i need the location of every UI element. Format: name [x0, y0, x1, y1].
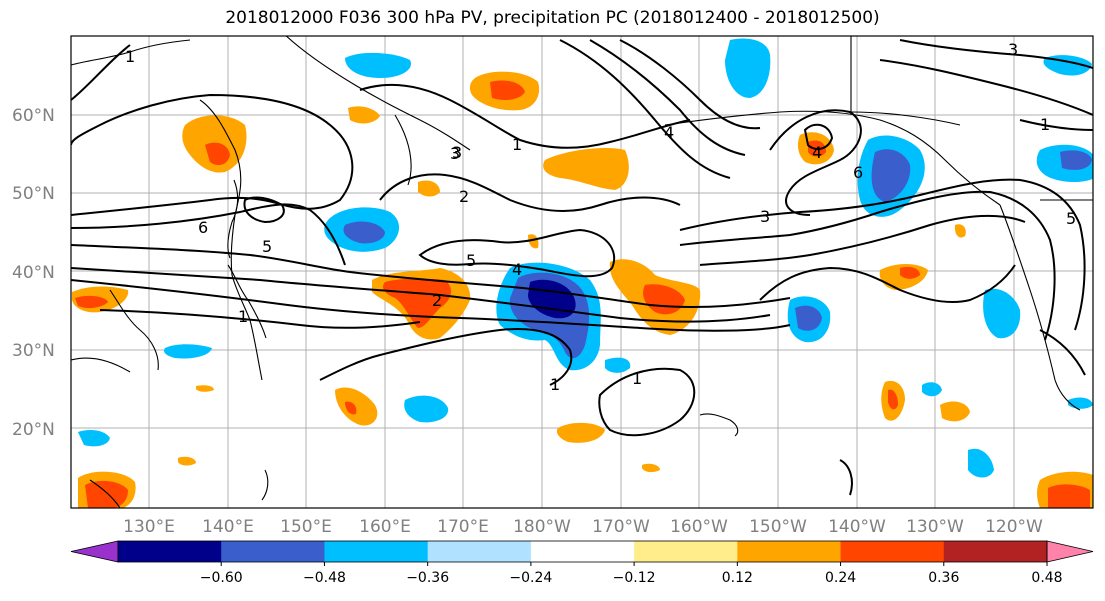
longitude-labels: 130°E 140°E 150°E 160°E 170°E 180°W 170°…: [123, 517, 1043, 537]
colorbar-tick-label: 0.12: [722, 570, 753, 586]
colorbar-segment: [943, 541, 1048, 562]
colorbar-segment: [221, 541, 325, 562]
contour-label: 3: [1008, 40, 1018, 59]
lon-label: 140°E: [202, 517, 254, 537]
lon-label: 120°W: [985, 517, 1043, 537]
lon-label: 150°E: [280, 517, 332, 537]
colorbar-tick-label: 0.48: [1031, 570, 1062, 586]
contour-label: 1: [125, 47, 135, 66]
colorbar-tick-label: −0.60: [200, 570, 243, 586]
latitude-labels: 60°N 50°N 40°N 30°N 20°N: [12, 106, 55, 440]
contour-labels: 1 2 3 4 5 6 1 2 1 4 3 6 1 5 4 3 1 1 3 5: [125, 40, 1076, 394]
contour-label: 1: [512, 135, 522, 154]
lon-label: 150°W: [749, 517, 807, 537]
contour-label: 6: [853, 163, 863, 182]
pv-contours: [71, 39, 1093, 496]
lon-label: 160°W: [670, 517, 728, 537]
lon-label: 130°E: [123, 517, 175, 537]
colorbar-frame: [117, 540, 1048, 563]
colorbar-tick-label: 0.36: [928, 570, 959, 586]
colorbar-extend-high: [1046, 540, 1094, 563]
contour-label: 4: [812, 143, 822, 162]
colorbar-tick-label: −0.12: [613, 570, 656, 586]
colorbar-segment: [118, 541, 222, 562]
plot-frame: [70, 35, 1094, 509]
colorbar-segment: [840, 541, 945, 562]
contour-label: 4: [512, 260, 522, 279]
contour-label: 5: [262, 237, 272, 256]
lon-label: 130°W: [906, 517, 964, 537]
lon-label: 170°E: [437, 517, 489, 537]
lat-label-20n: 20°N: [12, 420, 55, 440]
contour-label: 1: [1040, 115, 1050, 134]
lon-label: 180°W: [513, 517, 571, 537]
colorbar: −0.60 −0.48 −0.36 −0.24 −0.12 0.12 0.24 0.36 0.4…: [70, 540, 1094, 586]
colorbar-segment: [324, 541, 429, 562]
contour-label: 2: [459, 187, 469, 206]
lon-label: 170°W: [592, 517, 650, 537]
colorbar-tick-label: −0.36: [406, 570, 449, 586]
coastlines: [71, 36, 1093, 508]
contour-label: 1: [550, 375, 560, 394]
lat-label-40n: 40°N: [12, 263, 55, 283]
map-title: 2018012000 F036 300 hPa PV, precipitatio…: [225, 8, 880, 28]
colorbar-segment: [427, 541, 532, 562]
lat-label-60n: 60°N: [12, 106, 55, 126]
colorbar-segment: [634, 541, 738, 562]
colorbar-segment: [530, 541, 635, 562]
contour-label: 3: [760, 207, 770, 226]
colorbar-tick-label: −0.24: [509, 570, 552, 586]
contour-label: 3: [450, 144, 460, 163]
colorbar-tick-label: 0.24: [825, 570, 856, 586]
lon-label: 140°W: [828, 517, 886, 537]
contour-label: 1: [632, 369, 642, 388]
colorbar-tick-label: −0.48: [303, 570, 346, 586]
lat-label-30n: 30°N: [12, 341, 55, 361]
contour-label: 6: [198, 218, 208, 237]
contour-label: 1: [238, 307, 248, 326]
contour-label: 4: [664, 123, 674, 142]
lat-label-50n: 50°N: [12, 184, 55, 204]
lon-label: 160°E: [359, 517, 411, 537]
precip-shading: [72, 38, 1093, 508]
colorbar-segment: [737, 541, 842, 562]
contour-label: 5: [1066, 209, 1076, 228]
colorbar-extend-low: [70, 540, 119, 563]
contour-label: 3: [452, 143, 462, 162]
contour-label: 5: [466, 251, 476, 270]
contour-label: 2: [432, 291, 442, 310]
